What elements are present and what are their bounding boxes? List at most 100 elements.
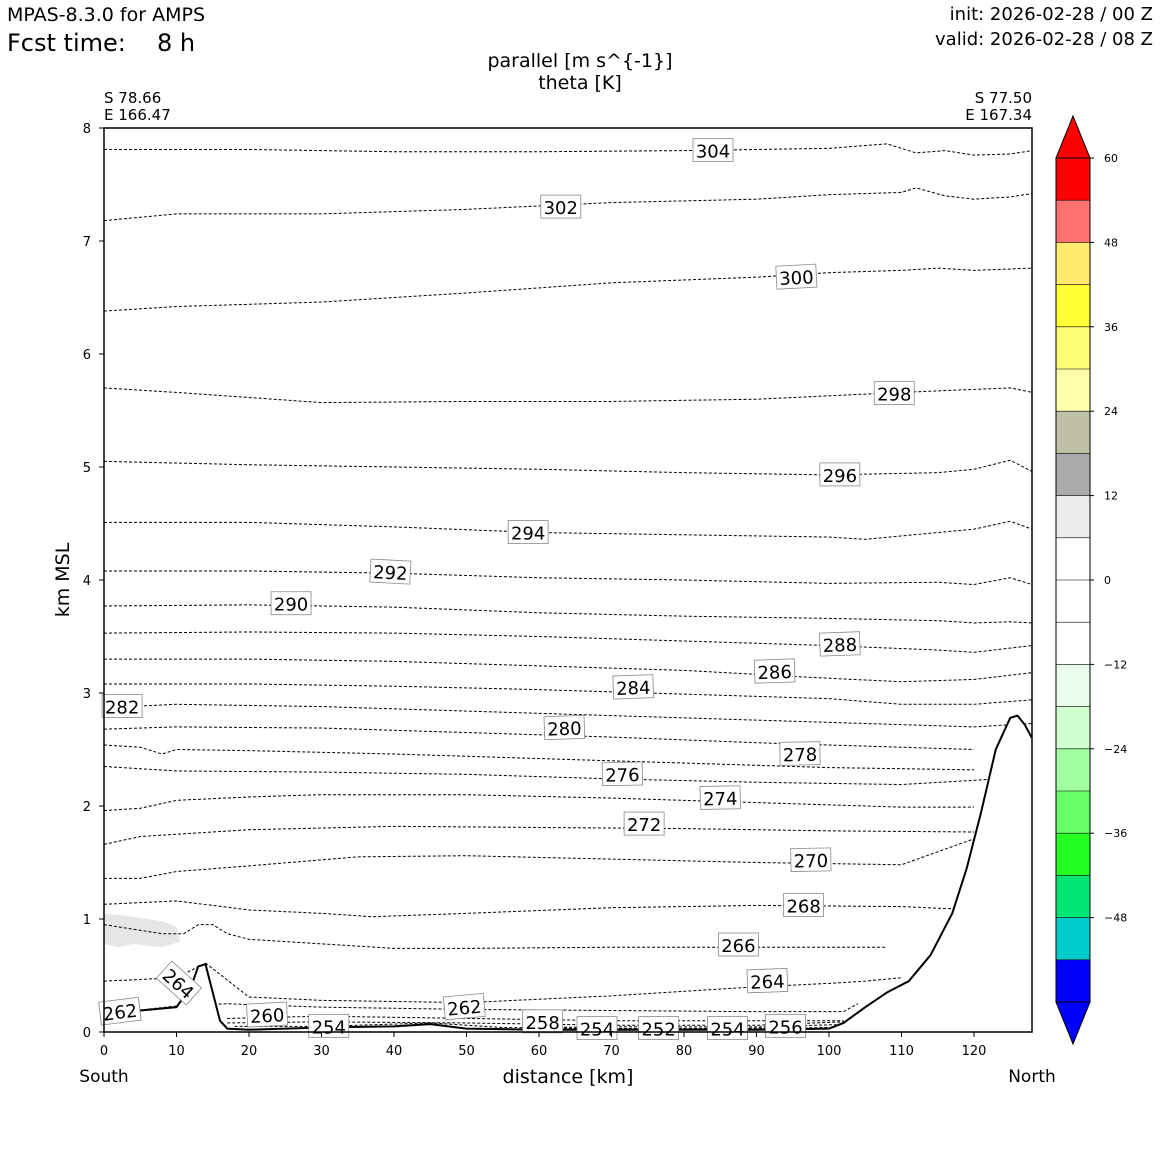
contour-label-box: [98, 996, 142, 1026]
contour-label-text: 282: [105, 698, 139, 719]
theta-isoline-300: [103, 267, 1033, 312]
colorbar-under-arrow: [1055, 1001, 1091, 1046]
colorbar-segment: [1056, 284, 1090, 327]
contour-label-text: 286: [757, 662, 792, 684]
colorbar-segment: [1056, 748, 1090, 791]
contour-label-box: [612, 674, 655, 700]
contour-label-302: 302: [540, 194, 582, 219]
colorbar-segment: [1056, 158, 1090, 201]
y-tick-label: 4: [83, 574, 91, 589]
contour-label-276: 276: [601, 761, 643, 787]
colorbar-tick-label: 0: [1104, 574, 1111, 587]
left-end-lat: S 78.66: [104, 89, 161, 107]
contour-label-254: 254: [707, 1016, 748, 1041]
contour-label-box: [522, 1009, 564, 1034]
colorbar-tick-label: −48: [1104, 912, 1127, 925]
contour-label-300: 300: [775, 263, 818, 290]
contour-label-text: 290: [274, 595, 308, 616]
x-tick-label: 120: [962, 1044, 987, 1059]
contour-label-text: 254: [710, 1020, 744, 1041]
contour-label-box: [717, 932, 759, 957]
contour-label-270: 270: [790, 847, 832, 873]
right-end-lon: E 167.34: [965, 106, 1032, 124]
contour-label-274: 274: [699, 785, 741, 811]
contour-label-box: [246, 1001, 289, 1028]
contour-label-304: 304: [692, 138, 734, 163]
y-tick-label: 6: [83, 348, 91, 363]
colorbar-ticks: 60 48 36 24 12 0 −12 −24 −36 −48: [1090, 152, 1127, 925]
contour-label-box: [638, 1016, 680, 1041]
contour-label-box: [819, 631, 861, 657]
contour-label-text: 304: [696, 142, 730, 163]
contour-label-280: 280: [543, 714, 586, 741]
contour-label-box: [746, 968, 789, 994]
theta-isoline-286: [104, 658, 1033, 683]
chart-title-line2: theta [K]: [538, 72, 622, 94]
contour-label-box: [783, 893, 825, 917]
contour-label-text: 258: [525, 1013, 559, 1034]
colorbar-tick-label: −36: [1104, 827, 1127, 840]
y-axis-label: km MSL: [52, 542, 74, 617]
colorbar-segment: [1056, 622, 1090, 665]
contour-label-box: [707, 1016, 748, 1041]
colorbar-over-arrow: [1055, 114, 1091, 159]
right-end-direction: North: [1008, 1067, 1056, 1087]
wind-shade-region-0: [104, 913, 181, 948]
contour-label-258: 258: [522, 1009, 564, 1034]
contour-label-282: 282: [101, 694, 143, 719]
x-tick-label: 90: [748, 1044, 765, 1059]
contour-label-box: [270, 591, 312, 616]
left-end-lon: E 166.47: [104, 106, 171, 124]
contour-label-294: 294: [507, 520, 549, 545]
contour-label-298: 298: [873, 381, 915, 406]
theta-isoline-288: [103, 631, 1033, 653]
x-axis-label: distance [km]: [503, 1066, 634, 1088]
x-tick-label: 20: [241, 1044, 258, 1059]
contour-label-box: [442, 993, 486, 1021]
contour-label-box: [819, 462, 861, 487]
contour-label-262: 262: [98, 996, 142, 1026]
contour-label-text: 260: [249, 1005, 284, 1028]
colorbar-tick-label: 60: [1104, 152, 1118, 165]
contour-label-box: [699, 785, 741, 810]
contour-label-254: 254: [308, 1013, 350, 1038]
contour-label-box: [576, 1016, 618, 1041]
contour-label-box: [507, 520, 549, 544]
contour-label-text: 254: [580, 1020, 614, 1041]
contour-label-text: 276: [605, 765, 640, 787]
theta-isoline-290: [103, 604, 1033, 624]
colorbar-tick-label: 24: [1104, 405, 1118, 418]
x-axis-ticks: 0 10 20 30 40 50 60 70 80 90 100 110 120: [100, 1032, 987, 1059]
colorbar-tick-label: 36: [1104, 321, 1118, 334]
colorbar-segment: [1056, 791, 1090, 834]
theta-isolines: [103, 143, 1033, 1030]
contour-label-text: 274: [703, 789, 738, 811]
y-tick-label: 5: [83, 461, 91, 476]
plot-area: 304 302 300 298 296 294 292 290 288 286 284 282 280 2…: [98, 138, 1033, 1041]
theta-isoline-252: [553, 1027, 801, 1030]
theta-isoline-274: [103, 794, 974, 812]
x-tick-label: 70: [603, 1044, 620, 1059]
contour-label-text: 266: [721, 936, 755, 957]
theta-isoline-276: [103, 765, 989, 786]
colorbar-segment: [1056, 495, 1090, 538]
contour-label-text: 272: [627, 815, 661, 836]
terrain-fill: [104, 715, 1032, 1032]
contour-label-text: 262: [102, 1001, 139, 1026]
x-tick-label: 60: [531, 1044, 548, 1059]
contour-label-text: 256: [768, 1017, 802, 1038]
forecast-time-value: 8 h: [157, 29, 196, 57]
contour-label-text: 268: [786, 896, 820, 917]
forecast-time-label: Fcst time:: [7, 29, 126, 57]
model-title: MPAS-8.3.0 for AMPS: [7, 4, 206, 26]
contour-label-box: [101, 694, 143, 718]
x-tick-label: 10: [168, 1044, 185, 1059]
colorbar-tick-label: −24: [1104, 743, 1127, 756]
contour-label-box: [601, 761, 643, 787]
theta-isoline-262: [103, 1003, 859, 1015]
contour-label-284: 284: [612, 674, 655, 700]
colorbar-segment: [1056, 453, 1090, 496]
theta-isoline-280: [103, 726, 975, 750]
theta-isoline-284: [104, 683, 1033, 705]
valid-time: valid: 2026-02-28 / 08 Z: [935, 29, 1153, 50]
